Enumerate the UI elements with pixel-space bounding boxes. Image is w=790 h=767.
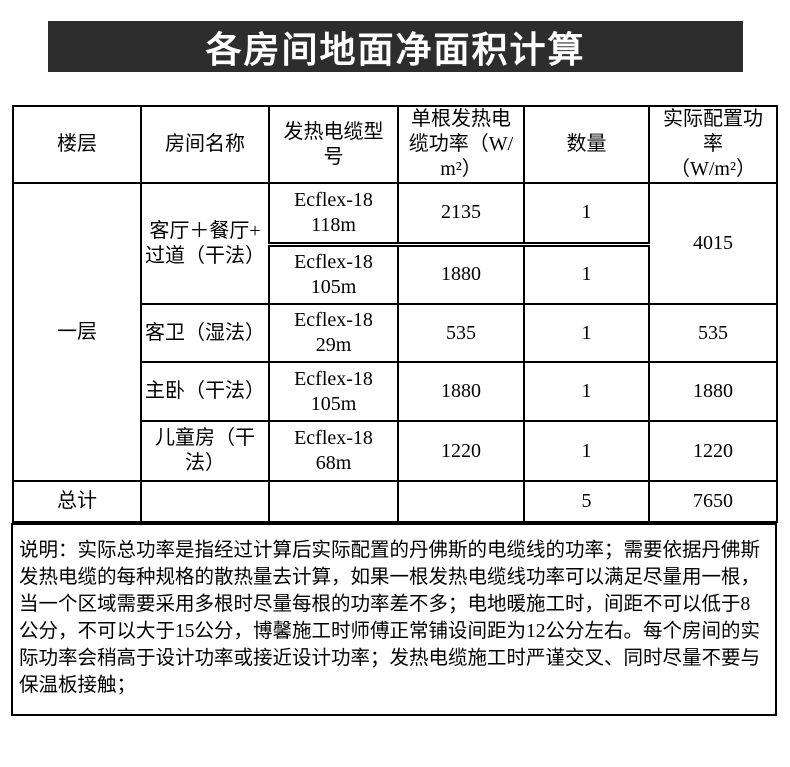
cell-total-empty-room [140, 480, 270, 523]
notes-text: 说明：实际总功率是指经过计算后实际配置的丹佛斯的电缆线的功率；需要依据丹佛斯发热… [19, 540, 761, 696]
heating-power-table: 楼层 房间名称 发热电缆型 号 单根发热电 缆功率（W/ m²） 数量 实际配置… [12, 105, 778, 523]
table-row: 客卫（湿法） Ecflex-18 29m 535 1 535 [13, 303, 778, 363]
page-title-banner: 各房间地面净面积计算 [48, 21, 743, 72]
table-row: 一层 客厅＋餐厅+ 过道（干法） Ecflex-18 118m 2135 1 4… [12, 182, 778, 482]
cell-power-5: 1220 [397, 420, 525, 482]
notes-box: 说明：实际总功率是指经过计算后实际配置的丹佛斯的电缆线的功率；需要依据丹佛斯发热… [11, 523, 777, 716]
cell-total-label: 总计 [12, 480, 142, 523]
cell-total-actual: 7650 [648, 480, 778, 523]
table-header-row: 楼层 房间名称 发热电缆型 号 单根发热电 缆功率（W/ m²） 数量 实际配置… [12, 105, 778, 184]
page-title: 各房间地面净面积计算 [205, 28, 586, 70]
cell-qty-3: 1 [523, 303, 650, 363]
cell-qty-1: 1 [523, 182, 650, 247]
cell-total-qty: 5 [523, 480, 650, 523]
col-header-floor: 楼层 [12, 105, 142, 184]
cell-power-3: 535 [397, 303, 525, 363]
cell-actual-bathroom: 535 [648, 303, 778, 363]
cell-qty-4: 1 [523, 361, 650, 422]
cell-actual-master: 1880 [648, 361, 778, 422]
cell-cable-1: Ecflex-18 118m [268, 182, 399, 247]
col-header-actual-power: 实际配置功 率 （W/m²） [648, 105, 778, 184]
col-header-cable-power: 单根发热电 缆功率（W/ m²） [397, 105, 525, 184]
cell-qty-5: 1 [523, 420, 650, 482]
cell-power-4: 1880 [397, 361, 525, 422]
col-header-room: 房间名称 [140, 105, 270, 184]
cell-power-1: 2135 [397, 182, 525, 247]
col-header-cable-model: 发热电缆型 号 [268, 105, 399, 184]
cell-actual-living: 4015 [648, 182, 778, 305]
cell-cable-2: Ecflex-18 105m [268, 243, 399, 305]
cell-cable-3: Ecflex-18 29m [268, 303, 399, 363]
cell-room-living: 客厅＋餐厅+ 过道（干法） [140, 182, 270, 305]
cell-room-master: 主卧（干法） [140, 361, 270, 422]
cell-power-2: 1880 [397, 243, 525, 305]
table-row: Ecflex-18 105m 1880 1 [13, 243, 777, 305]
cell-cable-5: Ecflex-18 68m [268, 420, 399, 482]
table-row: 儿童房（干 法） Ecflex-18 68m 1220 1 1220 [13, 420, 778, 482]
table-row: 主卧（干法） Ecflex-18 105m 1880 1 1880 [13, 361, 778, 422]
cell-floor: 一层 [12, 182, 142, 482]
cell-cable-4: Ecflex-18 105m [268, 361, 399, 422]
table-total-row: 总计 5 7650 [12, 480, 778, 523]
cell-room-bathroom: 客卫（湿法） [140, 303, 270, 363]
cell-room-kids: 儿童房（干 法） [140, 420, 270, 482]
cell-qty-2: 1 [523, 243, 650, 305]
cell-actual-kids: 1220 [648, 420, 778, 482]
cell-total-empty-power [397, 480, 525, 523]
col-header-quantity: 数量 [523, 105, 650, 184]
cell-total-empty-cable [268, 480, 399, 523]
